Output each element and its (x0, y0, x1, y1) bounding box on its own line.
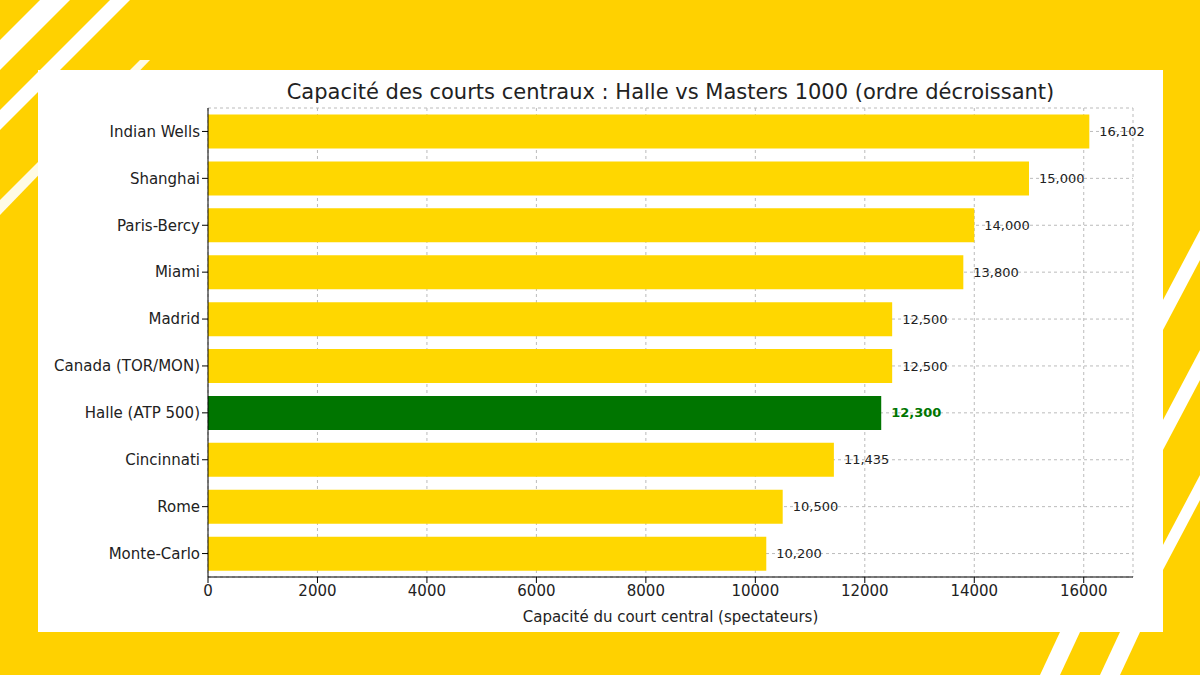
svg-text:4000: 4000 (408, 582, 446, 600)
svg-text:Capacité du court central (spe: Capacité du court central (spectateurs) (523, 608, 819, 626)
html-text:Capacité des courts centraux :: Capacité des courts centraux : Halle vs … (286, 80, 1055, 104)
svg-text:Halle (ATP 500): Halle (ATP 500) (85, 404, 200, 422)
svg-text:10,200: 10,200 (776, 546, 822, 561)
svg-text:2000: 2000 (298, 582, 336, 600)
svg-text:Monte-Carlo: Monte-Carlo (109, 545, 200, 563)
svg-text:10000: 10000 (731, 582, 779, 600)
svg-text:12000: 12000 (841, 582, 889, 600)
svg-text:Madrid: Madrid (148, 310, 200, 328)
svg-text:0: 0 (203, 582, 213, 600)
svg-text:16,102: 16,102 (1099, 124, 1145, 139)
svg-text:Rome: Rome (157, 498, 200, 516)
svg-text:15,000: 15,000 (1039, 171, 1085, 186)
svg-text:14,000: 14,000 (984, 218, 1030, 233)
svg-text:14000: 14000 (950, 582, 998, 600)
svg-text:10,500: 10,500 (793, 499, 839, 514)
svg-text:8000: 8000 (627, 582, 665, 600)
svg-text:13,800: 13,800 (973, 265, 1019, 280)
svg-text:Canada (TOR/MON): Canada (TOR/MON) (54, 357, 200, 375)
svg-text:12,300: 12,300 (891, 405, 941, 420)
svg-text:Miami: Miami (155, 263, 200, 281)
svg-text:Shanghai: Shanghai (130, 170, 200, 188)
svg-text:Paris-Bercy: Paris-Bercy (117, 217, 200, 235)
svg-text:11,435: 11,435 (844, 452, 890, 467)
svg-text:Cincinnati: Cincinnati (125, 451, 200, 469)
svg-text:12,500: 12,500 (902, 312, 948, 327)
svg-text:6000: 6000 (517, 582, 555, 600)
svg-text:12,500: 12,500 (902, 359, 948, 374)
svg-text:Indian Wells: Indian Wells (110, 123, 201, 141)
svg-text:16000: 16000 (1060, 582, 1108, 600)
